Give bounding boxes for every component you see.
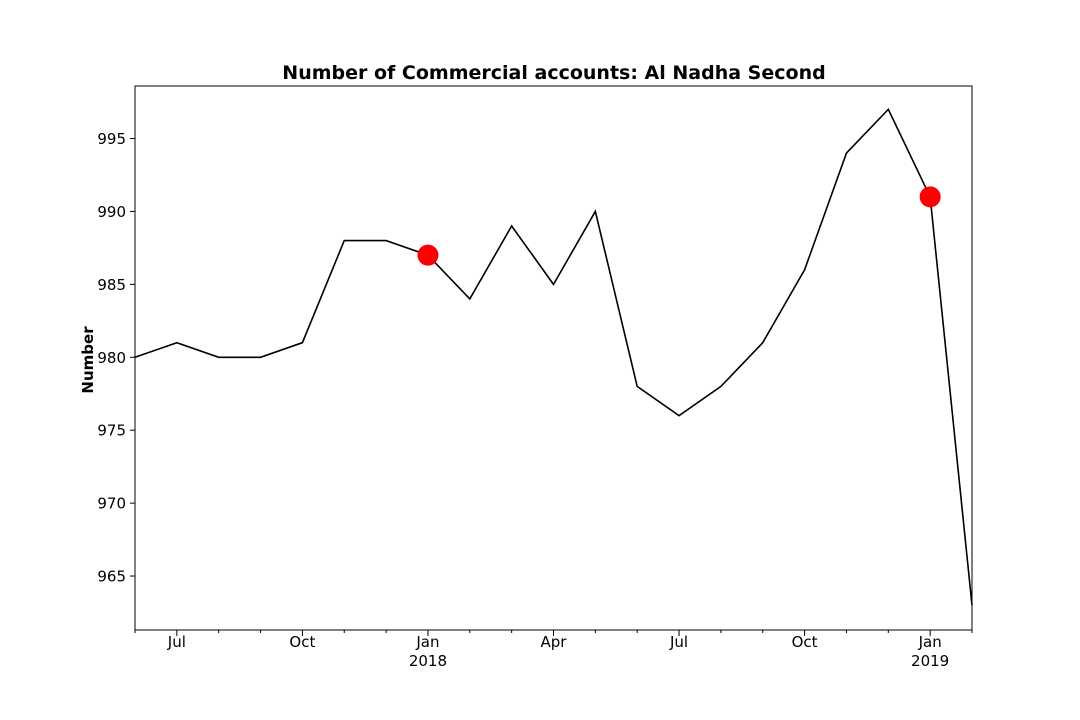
plot-area [134, 107, 973, 606]
x-tick-label: Apr [541, 633, 568, 651]
y-axis-label: Number [79, 326, 97, 394]
highlight-marker [417, 244, 439, 266]
x-tick-label: Jul [669, 633, 688, 651]
series-line [134, 107, 973, 606]
y-tick-label: 975 [97, 422, 126, 440]
x-tick-label: Jan [918, 633, 942, 651]
y-tick-label: 985 [97, 276, 126, 294]
x-tick-label: Oct [792, 633, 818, 651]
chart-title: Number of Commercial accounts: Al Nadha … [282, 62, 825, 84]
plot-frame [134, 85, 973, 631]
y-tick-label: 995 [97, 130, 126, 148]
x-tick-label: Jul [167, 633, 186, 651]
y-tick-label: 990 [97, 203, 126, 221]
y-axis: 965 970 975 980 985 990 995 [97, 130, 135, 586]
y-tick-label: 980 [97, 349, 126, 367]
x-tick-label: Jan [415, 633, 439, 651]
x-tick-label: Oct [289, 633, 315, 651]
x-tick-year-label: 2019 [911, 652, 949, 670]
highlight-marker [919, 186, 941, 208]
y-tick-label: 970 [97, 495, 126, 513]
y-tick-label: 965 [97, 568, 126, 586]
x-tick-year-label: 2018 [409, 652, 447, 670]
